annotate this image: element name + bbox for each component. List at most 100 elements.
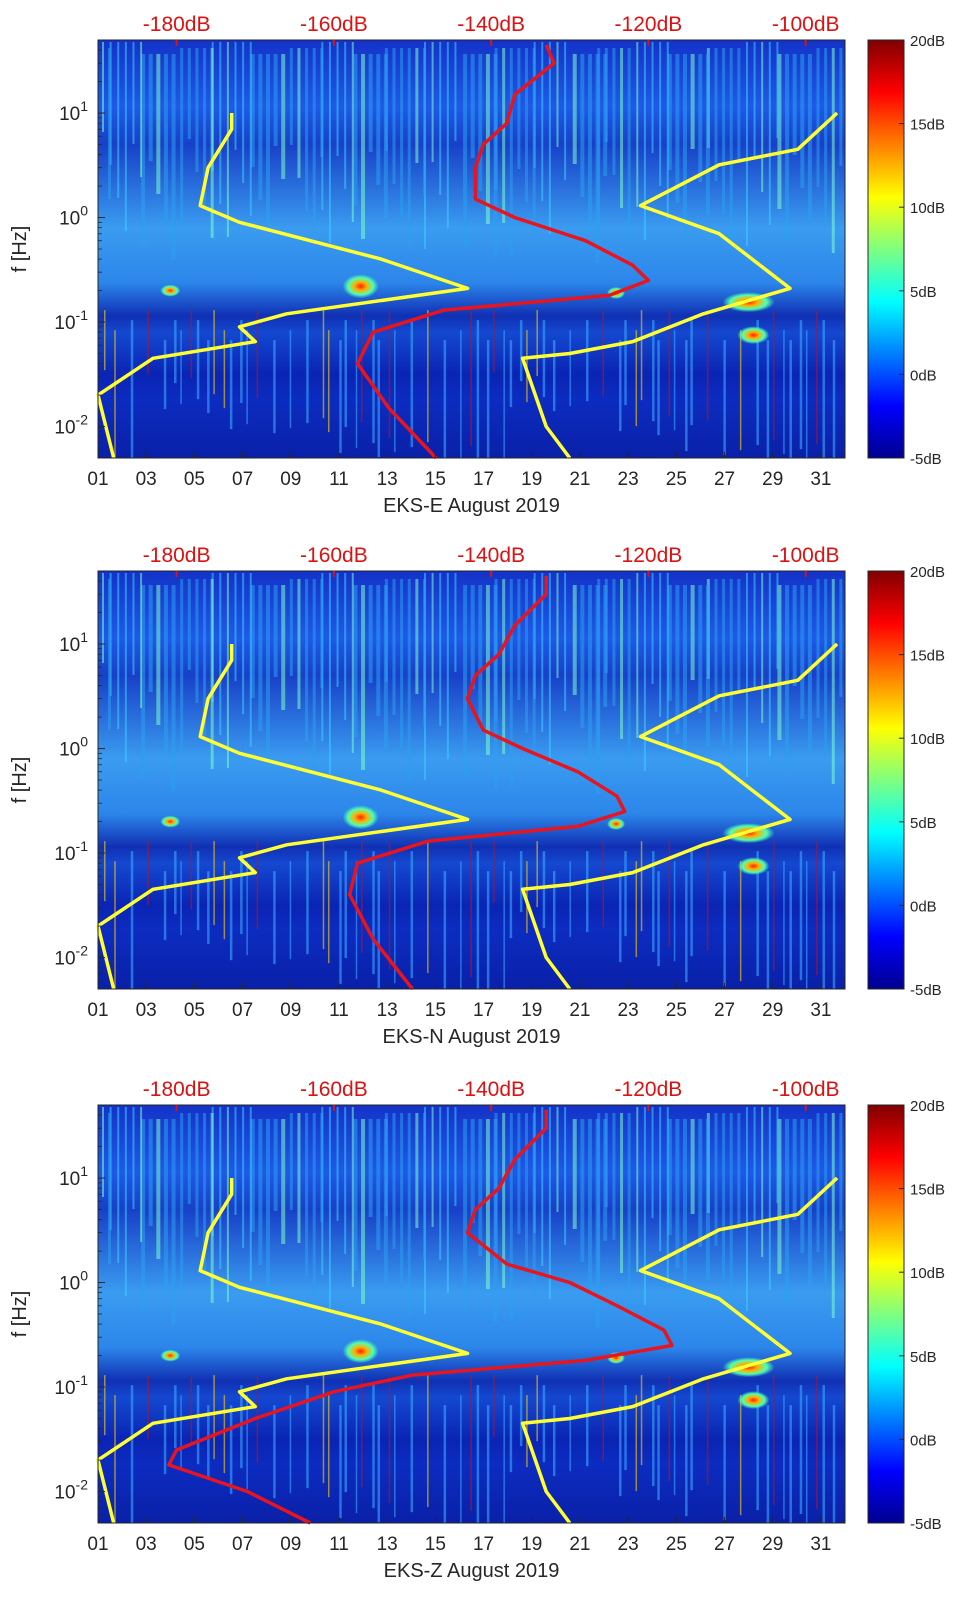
spectrogram-streak: [180, 1395, 182, 1470]
spectrogram-streak: [572, 54, 577, 164]
spectrogram-streak: [485, 585, 490, 755]
spectrogram-streak: [431, 1107, 434, 1227]
spectrogram-streak: [132, 1107, 135, 1209]
spectrogram-streak: [640, 310, 643, 401]
spectrogram-streak: [258, 54, 263, 200]
spectrogram-streak: [443, 1405, 447, 1523]
spectrogram-streak: [668, 841, 671, 948]
spectrogram-streak: [240, 320, 243, 404]
spectrogram-streak: [305, 579, 309, 742]
spectrogram-streak: [114, 330, 116, 458]
x-tick-label: 23: [618, 1000, 639, 1021]
spectrogram-streak: [368, 585, 373, 683]
spectrogram-streak: [210, 48, 214, 238]
spectrogram-streak: [368, 1119, 373, 1217]
spectrogram-streak: [761, 573, 764, 723]
spectrogram-streak: [636, 42, 639, 207]
spectrogram-streak: [351, 42, 354, 222]
spectrogram-streak: [602, 310, 605, 397]
spectrogram-streak: [486, 871, 490, 989]
spectrogram-streak: [163, 1405, 167, 1475]
spectrogram-streak: [832, 1405, 836, 1523]
spectrogram-streak: [410, 320, 414, 448]
spectrogram-streak: [289, 579, 293, 676]
spectrogram-streak: [344, 1385, 347, 1493]
spectrogram-streak: [620, 579, 624, 739]
spectrogram-streak: [548, 1107, 551, 1299]
spectrogram-streak: [519, 851, 523, 913]
spectrogram-streak: [509, 1405, 513, 1473]
spectrogram-streak: [114, 1395, 116, 1523]
spectrogram-streak: [737, 579, 741, 691]
spectrogram-streak: [431, 573, 434, 693]
spectrogram-streak: [651, 42, 654, 153]
spectrogram-streak: [612, 579, 616, 706]
spectrogram-streak: [580, 585, 585, 728]
spectrogram-streak: [250, 54, 255, 167]
spectrogram-streak: [666, 1107, 669, 1284]
spectrogram-streak: [595, 1119, 600, 1328]
spectrogram-streak: [831, 579, 835, 784]
spectrogram-streak: [832, 871, 836, 989]
colorbar-tick-label: 5dB: [910, 284, 937, 301]
spectrogram-streak: [242, 42, 245, 183]
spectrogram-streak: [569, 861, 571, 938]
spectrogram-streak: [556, 1107, 559, 1212]
spectrogram-streak: [249, 1107, 252, 1281]
spectrogram-streak: [536, 841, 538, 908]
spectrogram-streak: [832, 340, 836, 458]
spectrogram-streak: [454, 1107, 457, 1206]
spectrogram-streak: [723, 340, 726, 456]
spectrogram-streak: [410, 1385, 414, 1513]
spectrogram-streak: [805, 330, 808, 458]
spectrogram-streak: [234, 42, 237, 150]
spectrogram-streak: [226, 1107, 229, 1302]
spectrogram-streak: [839, 579, 843, 697]
spectrogram-streak: [690, 585, 695, 680]
spectrogram-streak: [132, 573, 135, 675]
spectrogram-streak: [195, 1113, 199, 1237]
spectrogram-streak: [376, 1119, 381, 1250]
spectrogram-streak: [422, 48, 426, 196]
spectrogram-streak: [353, 585, 358, 737]
spectrogram-streak: [657, 1405, 660, 1501]
spectrogram-streak: [822, 1385, 825, 1523]
spectrogram-streak: [777, 585, 782, 740]
spectrogram-streak: [478, 585, 483, 722]
spectrogram-streak: [772, 841, 775, 972]
spectrogram-streak: [361, 841, 363, 954]
spectrogram-streak: [223, 1395, 226, 1474]
spectrogram-streak: [372, 851, 375, 975]
spectrogram-streak: [785, 585, 790, 773]
colorbar: [867, 39, 905, 459]
spectrogram-streak: [651, 1107, 654, 1218]
spectrogram-streak: [739, 330, 742, 451]
spectrogram-streak: [339, 340, 342, 454]
spectrogram-streak: [777, 1119, 782, 1274]
spectrogram-streak: [486, 340, 490, 458]
spectrogram-streak: [824, 579, 828, 751]
spectrogram-streak: [320, 579, 324, 688]
spectrogram-streak: [714, 579, 718, 712]
spectrogram-streak: [454, 573, 457, 672]
spectrogram-streak: [636, 1107, 639, 1272]
spectrogram-streak: [705, 1119, 710, 1280]
spectrogram-streak: [256, 310, 259, 399]
y-tick-label: 10-2: [54, 412, 88, 439]
spectrogram-streak: [620, 1113, 624, 1273]
spectrogram-streak: [698, 1119, 703, 1247]
spectrogram-streak: [383, 54, 388, 218]
spectrogram-streak: [246, 330, 248, 425]
spectrogram-streak: [569, 1395, 571, 1472]
spectrogram-streak: [675, 585, 680, 734]
spectrogram-streak: [339, 1405, 342, 1519]
colorbar-tick-label: 20dB: [910, 564, 945, 581]
spectrogram-streak: [777, 54, 782, 209]
spectrogram-streak: [312, 48, 316, 244]
top-tick-label: -120dB: [615, 13, 683, 36]
y-tick-label: 100: [59, 1268, 88, 1295]
spectrogram-streak: [509, 1113, 513, 1321]
spectrogram-streak: [344, 42, 347, 189]
spectrogram-streak: [140, 1107, 143, 1242]
